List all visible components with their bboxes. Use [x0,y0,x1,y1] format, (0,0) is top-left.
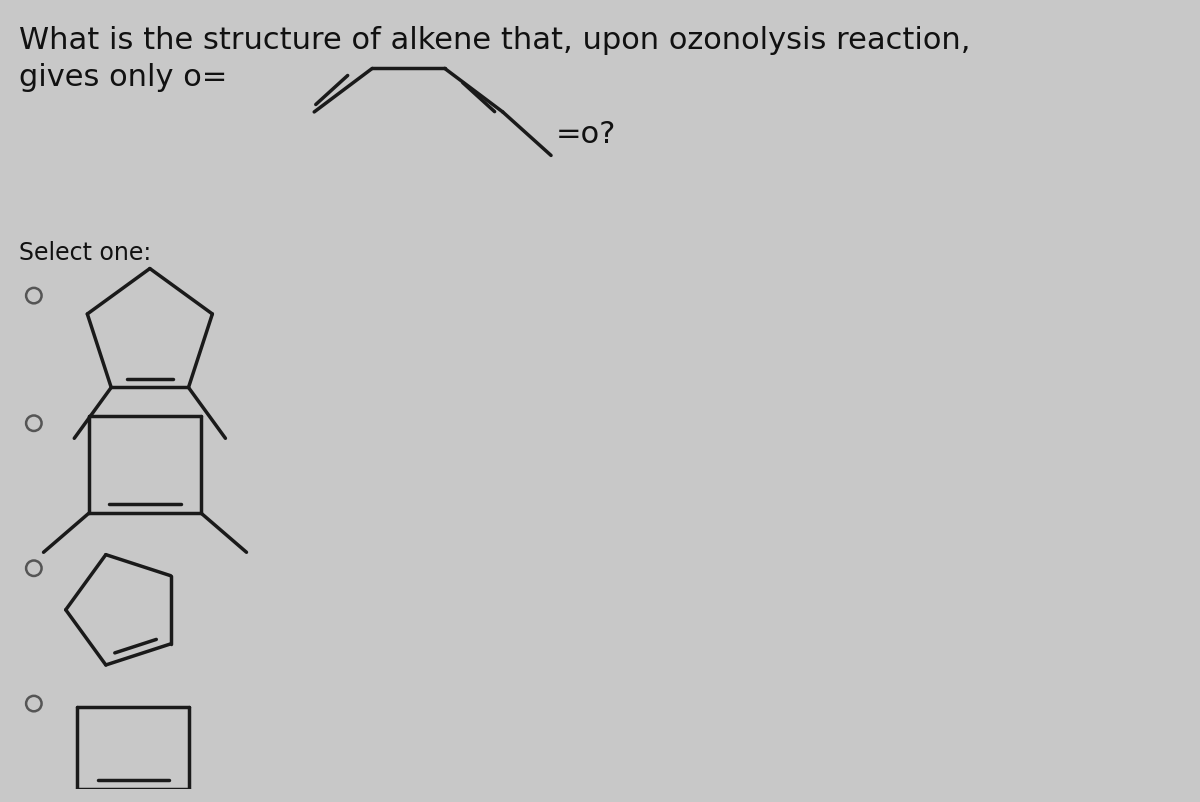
Text: What is the structure of alkene that, upon ozonolysis reaction,: What is the structure of alkene that, up… [19,26,971,55]
Text: =o?: =o? [556,119,617,148]
Text: gives only o=: gives only o= [19,63,228,91]
Text: Select one:: Select one: [19,241,151,264]
